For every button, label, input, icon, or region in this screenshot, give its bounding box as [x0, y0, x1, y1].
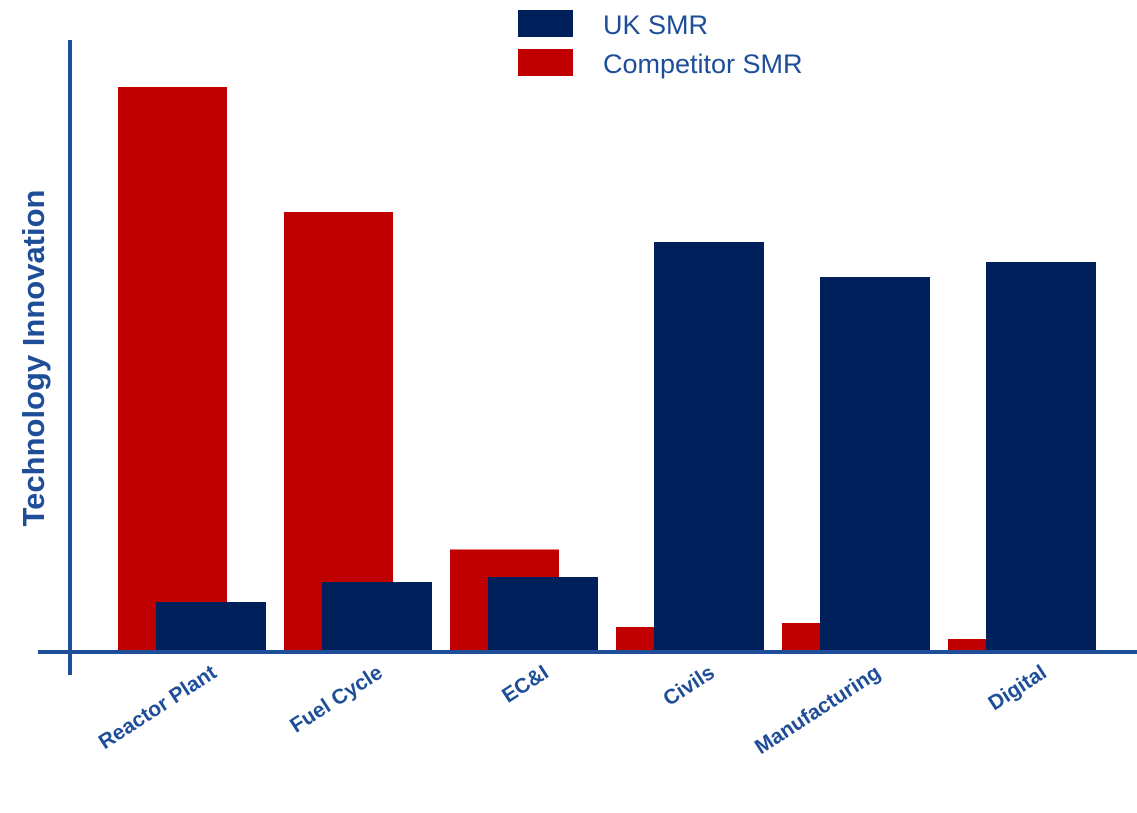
x-tick-label: Digital	[984, 661, 1050, 715]
bar-uk-ec-i	[488, 577, 598, 652]
bars-group	[118, 87, 1096, 652]
x-tick-label: Fuel Cycle	[286, 661, 387, 738]
bar-uk-manufacturing	[820, 277, 930, 652]
legend: UK SMR Competitor SMR	[518, 10, 803, 79]
x-tick-label: EC&I	[498, 661, 553, 708]
x-tick-label: Reactor Plant	[95, 661, 221, 754]
x-tick-labels: Reactor Plant Fuel Cycle EC&I Civils Manufac…	[95, 661, 1051, 759]
bar-uk-fuel-cycle	[322, 582, 432, 652]
bar-uk-reactor-plant	[156, 602, 266, 652]
legend-competitor-swatch	[518, 49, 573, 76]
x-tick-label: Manufacturing	[751, 661, 885, 759]
y-axis-title: Technology Innovation	[16, 190, 51, 527]
bar-uk-civils	[654, 242, 764, 652]
legend-competitor-label: Competitor SMR	[603, 49, 803, 79]
legend-uk-swatch	[518, 10, 573, 37]
bar-competitor-fuel-cycle	[284, 212, 393, 652]
legend-uk-label: UK SMR	[603, 10, 708, 40]
bar-competitor-reactor-plant	[118, 87, 227, 652]
x-tick-label: Civils	[659, 661, 719, 711]
bar-uk-digital	[986, 262, 1096, 652]
